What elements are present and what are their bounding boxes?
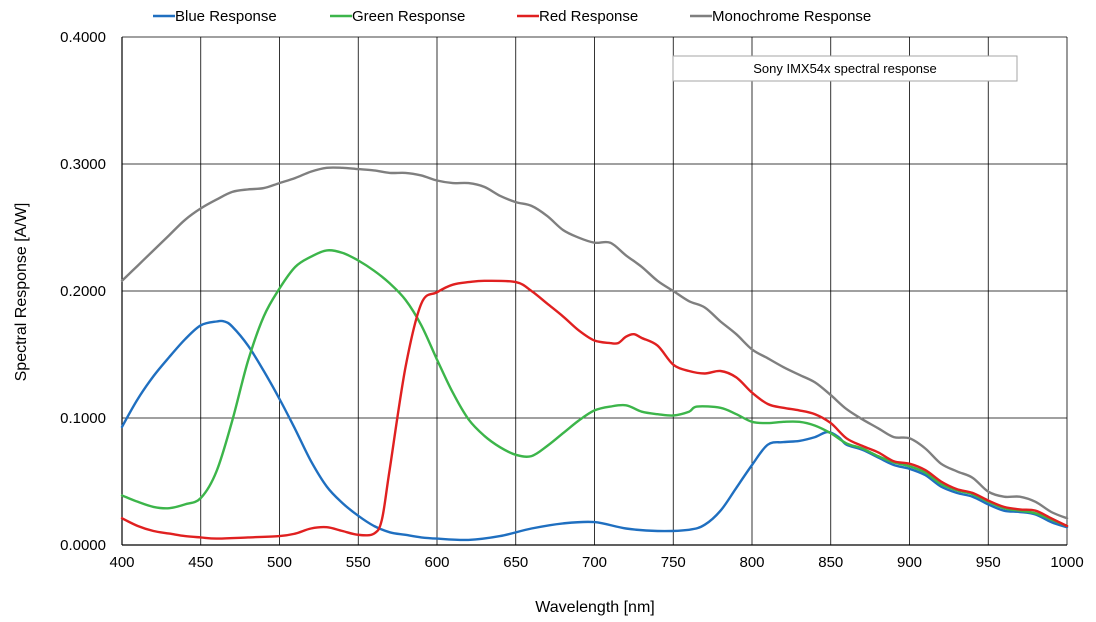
y-tick-label-2: 0.2000	[60, 283, 106, 300]
x-tick-label-1000: 1000	[1050, 554, 1083, 571]
series-line-blue-response	[120, 319, 1069, 542]
series-line-monochrome-response	[120, 166, 1069, 520]
y-tick-label-1: 0.1000	[60, 410, 106, 427]
x-tick-label-700: 700	[582, 554, 607, 571]
x-tick-label-900: 900	[897, 554, 922, 571]
series-line-green-response	[120, 249, 1069, 528]
y-tick-labels: 0.0000 0.1000 0.2000 0.3000 0.4000	[60, 29, 106, 554]
series-lines	[120, 166, 1069, 542]
x-tick-label-400: 400	[109, 554, 134, 571]
y-tick-label-0: 0.0000	[60, 537, 106, 554]
x-tick-label-600: 600	[424, 554, 449, 571]
annotation-box: Sony IMX54x spectral response	[672, 55, 1018, 82]
x-tick-label-800: 800	[739, 554, 764, 571]
annotation-text: Sony IMX54x spectral response	[753, 61, 937, 76]
y-axis-title: Spectral Response [A/W]	[13, 203, 30, 382]
x-tick-label-650: 650	[503, 554, 528, 571]
legend-label-monochrome-response: Monochrome Response	[712, 8, 871, 25]
x-axis-title: Wavelength [nm]	[535, 599, 654, 616]
y-tick-label-3: 0.3000	[60, 156, 106, 173]
x-tick-label-500: 500	[267, 554, 292, 571]
x-tick-label-850: 850	[818, 554, 843, 571]
axes	[121, 37, 1067, 546]
legend: Blue Response Green Response Red Response M…	[153, 8, 871, 25]
x-tick-label-550: 550	[346, 554, 371, 571]
x-tick-label-450: 450	[188, 554, 213, 571]
legend-label-blue-response: Blue Response	[175, 8, 277, 25]
legend-label-green-response: Green Response	[352, 8, 465, 25]
y-tick-label-4: 0.4000	[60, 29, 106, 46]
x-tick-labels: 400 450 500 550 600 650 700 750 800 850 900 950 1000	[109, 554, 1083, 571]
legend-label-red-response: Red Response	[539, 8, 638, 25]
x-tick-label-750: 750	[661, 554, 686, 571]
series-line-red-response	[120, 279, 1069, 540]
x-tick-label-950: 950	[976, 554, 1001, 571]
